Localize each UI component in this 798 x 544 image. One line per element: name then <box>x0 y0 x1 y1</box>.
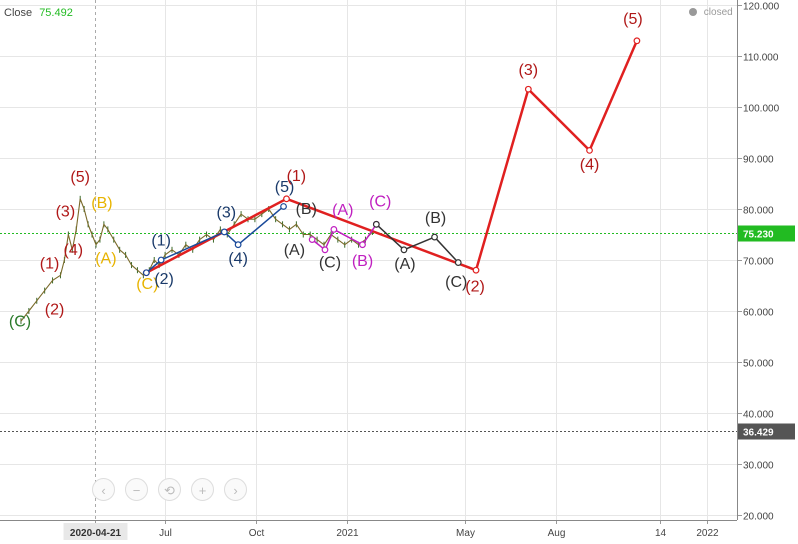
wave-pivot-primary <box>524 85 532 93</box>
wave-pivot-minor-purple <box>359 241 366 249</box>
wave-label: (4) <box>64 242 84 259</box>
wave-label: (4) <box>228 251 248 268</box>
wave-label: (5) <box>70 169 90 186</box>
price-badge-label: 75.230 <box>743 230 774 241</box>
wave-label: (C) <box>445 274 467 291</box>
wave-label: (4) <box>580 156 600 173</box>
crosshair-date-box <box>63 523 128 540</box>
y-tick-label: 100.000 <box>743 104 780 115</box>
wave-pivot-minor-black <box>400 246 408 254</box>
wave-label: (B) <box>425 210 446 227</box>
y-tick-label: 110.000 <box>743 53 779 64</box>
chart-nav-controls: ‹ − ⟲ + › <box>92 478 247 501</box>
wave-label: (A) <box>394 256 415 273</box>
wave-pivot-minor-black <box>454 259 462 266</box>
y-tick-label: 80.000 <box>743 206 774 217</box>
wave-label: (1) <box>287 168 307 185</box>
wave-label: (C) <box>9 313 31 330</box>
wave-pivot-minor-blue <box>142 269 150 277</box>
wave-pivot-primary <box>586 146 593 154</box>
wave-label: (B) <box>352 253 373 270</box>
wave-label: (B) <box>296 201 317 218</box>
wave-label: (2) <box>465 279 485 296</box>
price-badge <box>738 225 795 242</box>
wave-pivot-minor-purple <box>308 236 316 244</box>
wave-pivot-minor-blue <box>234 241 242 249</box>
wave-pivot-primary <box>283 195 290 203</box>
wave-pivot-minor-blue <box>157 256 165 264</box>
wave-pivot-primary <box>633 37 641 45</box>
wave-label: (C) <box>136 276 158 293</box>
x-tick-label: Aug <box>548 528 566 539</box>
x-tick-label: Jul <box>159 528 172 539</box>
wave-pivot-minor-blue <box>220 228 228 236</box>
y-tick-label: 60.000 <box>743 308 774 319</box>
wave-label: (5) <box>275 179 295 196</box>
wave-label: (3) <box>519 62 539 79</box>
wave-pivot-minor-black <box>372 220 380 228</box>
wave-label: (A) <box>284 242 305 259</box>
reset-zoom-icon[interactable]: ⟲ <box>158 478 181 501</box>
wave-pivot-minor-black <box>431 233 438 241</box>
wave-label: (1) <box>151 233 171 250</box>
y-tick-label: 30.000 <box>743 461 774 472</box>
zoom-out-icon[interactable]: − <box>125 478 148 501</box>
wave-label: (5) <box>623 11 643 28</box>
wave-label: (1) <box>40 256 60 273</box>
wave-pivot-minor-purple <box>321 246 329 254</box>
wave-label: (3) <box>217 205 237 222</box>
scroll-right-icon[interactable]: › <box>224 478 247 501</box>
wave-label: (B) <box>91 195 112 212</box>
price-series-line <box>20 198 373 322</box>
y-tick-label: 90.000 <box>743 155 774 166</box>
close-readout: Close 75.492 <box>4 7 73 19</box>
y-tick-label: 120.000 <box>743 2 780 13</box>
wave-path-minor-black <box>375 223 459 264</box>
wave-path-primary <box>145 40 639 274</box>
y-tick-label: 50.000 <box>743 359 774 370</box>
y-tick-label: 70.000 <box>743 257 774 268</box>
wave-label: (2) <box>154 271 174 288</box>
y-tick-label: 40.000 <box>743 410 774 421</box>
wave-label: (C) <box>369 193 391 210</box>
wave-label: (3) <box>56 204 76 221</box>
status-text: closed <box>703 7 733 18</box>
x-tick-label: 2020-04-21 <box>70 528 122 539</box>
wave-pivot-primary <box>472 266 480 274</box>
price-badge <box>738 423 795 440</box>
zoom-in-icon[interactable]: + <box>191 478 214 501</box>
y-tick-label: 20.000 <box>743 512 774 523</box>
status-dot-icon <box>689 8 697 16</box>
wave-label: (A) <box>332 202 353 219</box>
x-tick-label: 14 <box>655 528 667 539</box>
wave-pivot-minor-purple <box>330 226 338 233</box>
wave-label: (C) <box>319 255 341 272</box>
market-status: closed <box>689 7 733 18</box>
wave-label: (A) <box>95 251 116 268</box>
x-tick-label: 2021 <box>336 528 359 539</box>
x-tick-label: 2022 <box>696 528 719 539</box>
wave-label: (2) <box>45 302 65 319</box>
close-label: Close <box>4 7 33 19</box>
scroll-left-icon[interactable]: ‹ <box>92 478 115 501</box>
price-badge-label: 36.429 <box>743 428 774 439</box>
x-tick-label: May <box>456 528 475 539</box>
x-tick-label: Oct <box>249 528 265 539</box>
close-value: 75.492 <box>39 7 73 19</box>
wave-pivot-minor-blue <box>280 203 287 210</box>
